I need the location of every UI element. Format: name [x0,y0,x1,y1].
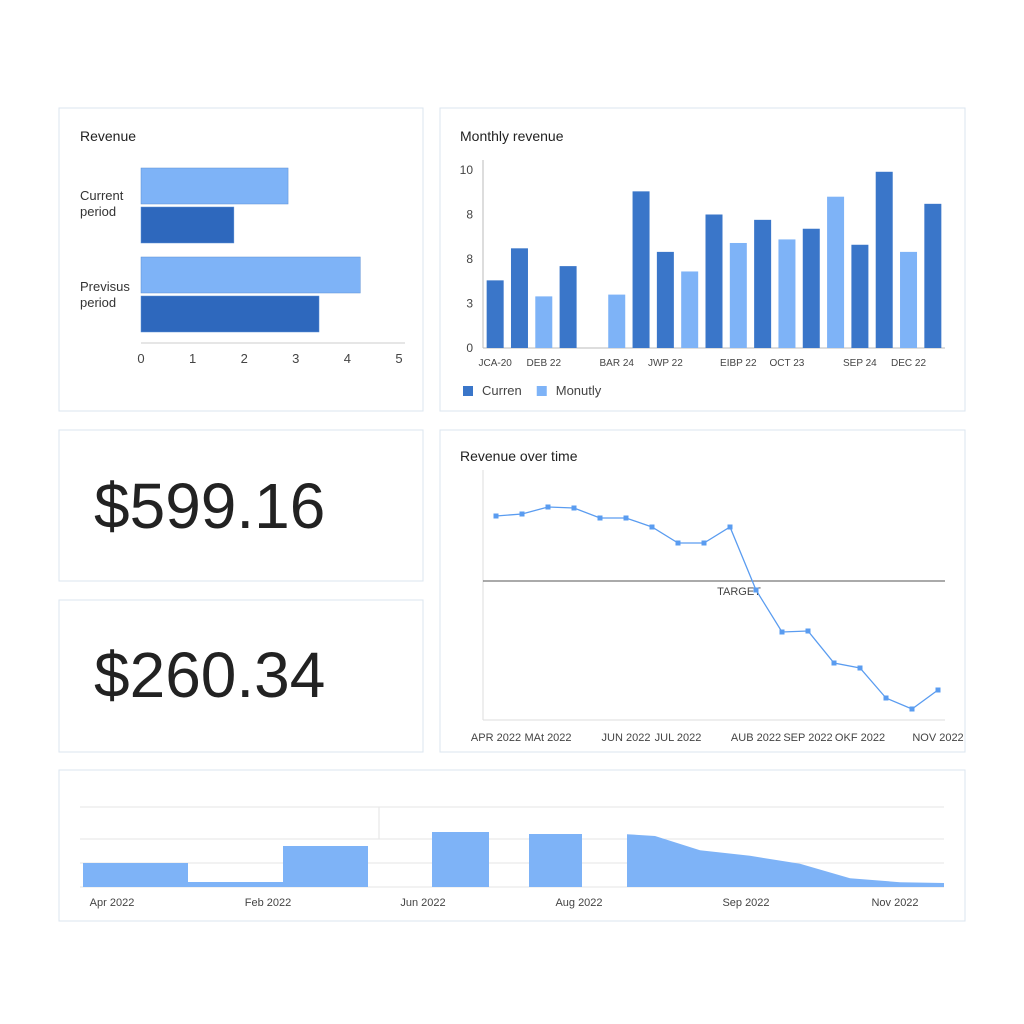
legend-label: Curren [482,383,522,398]
target-label: TARGET [717,586,761,598]
bar [729,242,747,348]
bar [140,167,289,205]
bar [535,296,553,348]
point [493,513,499,519]
bar [140,256,361,294]
bar [827,196,845,348]
card [58,769,966,922]
x-tick-label: 2 [241,351,248,366]
x-tick-label: 0 [137,351,144,366]
point [701,540,707,546]
bar [778,239,796,348]
x-tick-label: SEP 24 [843,358,877,369]
bar [510,248,528,348]
kpi-value: $260.34 [94,639,325,711]
chart-title: Revenue over time [460,448,578,464]
chart-title: Revenue [80,128,136,144]
x-tick-label: DEB 22 [527,358,562,369]
card [439,429,966,753]
x-tick-label: Jun 2022 [400,897,445,909]
legend-swatch [463,386,473,396]
point [909,706,915,712]
x-tick-label: SEP 2022 [783,732,832,744]
point [571,505,577,511]
bar [559,266,577,348]
bar [900,251,918,348]
bar [924,203,942,348]
point [597,515,603,521]
bar [188,882,283,887]
category-label: Current period [80,188,124,219]
bar [681,271,699,348]
bar [529,834,582,887]
point [727,524,733,530]
point [831,660,837,666]
bar [486,280,504,348]
legend-swatch [536,386,547,396]
bar [656,251,674,348]
bar [875,171,893,348]
x-tick-label: AUB 2022 [731,732,781,744]
point [779,629,785,635]
bar [432,832,489,887]
bar [851,244,869,348]
x-tick-label: JCA-20 [478,358,512,369]
point [883,695,889,701]
chart-title: Monthly revenue [460,128,564,144]
x-tick-label: 1 [189,351,196,366]
bar [802,228,820,348]
x-tick-label: Sep 2022 [722,897,769,909]
x-tick-label: 5 [395,351,402,366]
y-tick-label: 3 [466,297,473,311]
point [545,504,551,510]
card [58,429,424,582]
y-tick-label: 8 [466,252,473,266]
x-tick-label: JWP 22 [648,358,683,369]
x-tick-label: APR 2022 [471,732,521,744]
point [857,665,863,671]
area [627,834,944,887]
x-tick-label: EIBP 22 [720,358,757,369]
x-tick-label: DEC 22 [891,358,926,369]
bar [754,219,772,348]
point [623,515,629,521]
x-tick-label: MAt 2022 [524,732,571,744]
point [753,587,759,593]
x-tick-label: Nov 2022 [871,897,918,909]
card [58,599,424,753]
y-tick-label: 8 [466,208,473,222]
x-tick-label: Aug 2022 [555,897,602,909]
legend-label: Monutly [556,383,602,398]
point [935,687,941,693]
point [519,511,525,517]
kpi-value: $599.16 [94,470,325,542]
y-tick-label: 10 [460,163,474,177]
x-tick-label: JUL 2022 [655,732,702,744]
bar [140,295,320,333]
bar [608,294,626,348]
x-tick-label: JUN 2022 [602,732,651,744]
bar [705,214,723,348]
y-tick-label: 0 [466,341,473,355]
point [675,540,681,546]
x-tick-label: Apr 2022 [90,897,135,909]
point [649,524,655,530]
x-tick-label: 4 [344,351,351,366]
x-tick-label: NOV 2022 [912,732,963,744]
bar [632,191,650,348]
bar [83,863,188,887]
category-label: Previsus period [80,279,130,310]
x-tick-label: Feb 2022 [245,897,291,909]
bar [140,206,235,244]
bar [283,846,368,887]
x-tick-label: BAR 24 [600,358,635,369]
x-tick-label: 3 [292,351,299,366]
x-tick-label: OCT 23 [770,358,805,369]
point [805,628,811,634]
line [495,506,939,710]
x-tick-label: OKF 2022 [835,732,885,744]
